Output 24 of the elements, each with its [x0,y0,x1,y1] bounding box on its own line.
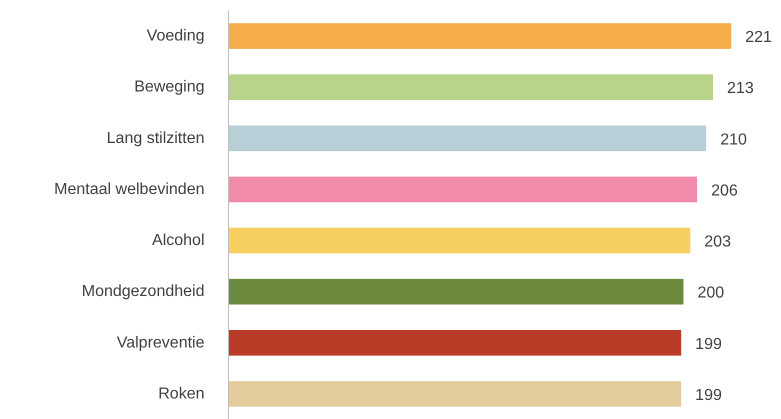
y-tick-label: Lang stilzitten [106,130,205,147]
bar [228,381,682,407]
bar [228,278,684,304]
data-label: 221 [745,29,772,46]
bar [228,23,732,49]
y-tick-label: Voeding [146,28,205,45]
y-tick-label: Beweging [134,78,205,96]
bar [228,330,682,356]
bar [228,228,690,254]
data-label: 199 [695,386,722,404]
data-label: 210 [720,131,747,148]
bar [228,176,698,202]
y-tick-label: Alcohol [152,232,205,250]
data-label: 206 [711,182,738,200]
bar [228,126,706,152]
y-tick-label: Mentaal welbevinden [54,180,205,198]
data-label: 200 [697,284,724,302]
bar [228,74,714,100]
data-label: 199 [695,336,722,353]
y-tick-label: Valpreventie [116,334,205,352]
data-label: 203 [704,234,732,251]
y-tick-label: Mondgezondheid [82,283,204,300]
y-tick-label: Roken [158,385,204,402]
data-label: 213 [727,80,754,98]
